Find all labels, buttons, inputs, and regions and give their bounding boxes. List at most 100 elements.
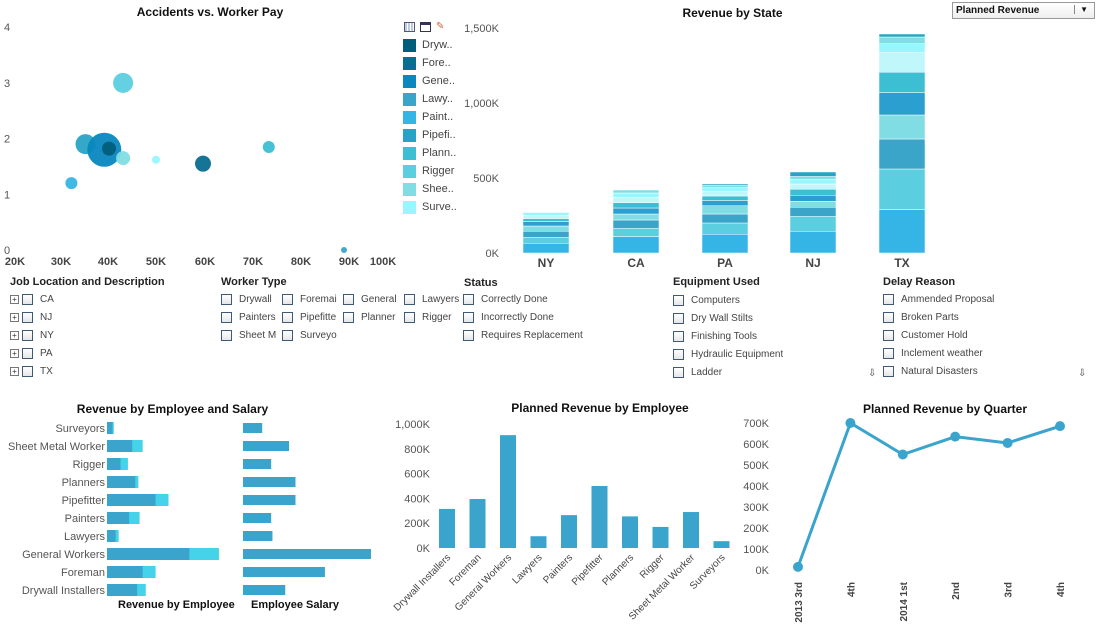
legend-item[interactable]: Gene.. — [403, 72, 457, 90]
filter-option-label: Customer Hold — [901, 329, 968, 341]
filter-option[interactable]: Computers — [673, 291, 740, 309]
legend-item[interactable]: Shee.. — [403, 180, 457, 198]
expand-icon[interactable]: + — [10, 330, 19, 340]
checkbox[interactable] — [282, 311, 293, 323]
filter-option[interactable]: Planner — [343, 308, 403, 326]
filter-option[interactable]: Incorrectly Done — [463, 308, 554, 326]
checkbox[interactable] — [673, 312, 684, 324]
checkbox[interactable] — [463, 329, 474, 341]
y-tick-label: 0K — [756, 565, 770, 577]
x-tick-label: 3rd — [1004, 582, 1015, 598]
legend-item[interactable]: Plann.. — [403, 144, 457, 162]
checkbox[interactable] — [883, 365, 894, 377]
filter-option[interactable]: Requires Replacement — [463, 326, 583, 344]
checkbox[interactable] — [221, 311, 232, 323]
checkbox[interactable] — [22, 329, 33, 341]
legend-item[interactable]: Surve.. — [403, 198, 457, 216]
checkbox[interactable] — [883, 329, 894, 341]
checkbox[interactable] — [404, 311, 415, 323]
legend-item[interactable]: Lawy.. — [403, 90, 457, 108]
filter-option[interactable]: Natural Disasters — [883, 362, 978, 380]
filter-option[interactable]: Foremai — [282, 290, 342, 308]
filter-option[interactable]: Hydraulic Equipment — [673, 345, 783, 363]
checkbox[interactable] — [883, 347, 894, 359]
salary-axis-label: Employee Salary — [251, 599, 340, 611]
checkbox[interactable] — [463, 311, 474, 323]
filter-option[interactable]: Painters — [221, 308, 281, 326]
checkbox[interactable] — [343, 293, 354, 305]
scatter-title: Accidents vs. Worker Pay — [136, 5, 284, 19]
legend-swatch — [403, 74, 416, 88]
checkbox[interactable] — [22, 347, 33, 359]
x-tick-label: 30K — [51, 256, 71, 268]
checkbox[interactable] — [22, 311, 33, 323]
category-label: Drywall Installers — [22, 585, 106, 597]
x-tick-label: 80K — [291, 256, 311, 268]
legend-item[interactable]: Dryw.. — [403, 36, 457, 54]
filter-option-label: Foremai — [300, 293, 337, 305]
checkbox[interactable] — [883, 293, 894, 305]
expand-icon[interactable]: + — [10, 312, 19, 322]
expand-icon[interactable]: + — [10, 294, 19, 304]
filter-option[interactable]: + NY — [10, 326, 54, 344]
legend-item[interactable]: Paint.. — [403, 108, 457, 126]
category-label: Surveyors — [55, 423, 105, 435]
bar-segment — [878, 209, 926, 254]
filter-option[interactable]: Rigger — [404, 308, 464, 326]
bar-segment — [701, 183, 749, 186]
scroll-down-icon[interactable]: ⇩ — [1078, 368, 1087, 379]
filter-option[interactable]: Dry Wall Stilts — [673, 309, 753, 327]
filter-option[interactable]: General — [343, 290, 403, 308]
checkbox[interactable] — [673, 294, 684, 306]
legend-item[interactable]: Pipefi.. — [403, 126, 457, 144]
checkbox[interactable] — [282, 293, 293, 305]
filter-option[interactable]: + TX — [10, 362, 53, 380]
bar-segment — [878, 168, 926, 210]
window-icon[interactable] — [420, 22, 431, 32]
filter-option[interactable]: Broken Parts — [883, 308, 959, 326]
checkbox[interactable] — [883, 311, 894, 323]
legend-label: Fore.. — [422, 57, 451, 69]
grid-icon[interactable] — [404, 22, 415, 32]
checkbox[interactable] — [673, 348, 684, 360]
checkbox[interactable] — [673, 366, 684, 378]
checkbox[interactable] — [673, 330, 684, 342]
checkbox[interactable] — [282, 329, 293, 341]
checkbox[interactable] — [404, 293, 415, 305]
checkbox[interactable] — [22, 365, 33, 377]
filter-option[interactable]: Surveyo — [282, 326, 342, 344]
y-tick-label: 600K — [743, 439, 769, 451]
filter-option[interactable]: + PA — [10, 344, 53, 362]
filter-option[interactable]: Sheet M — [221, 326, 281, 344]
filter-option[interactable]: + NJ — [10, 308, 52, 326]
legend-label: Rigger — [422, 165, 455, 177]
bar — [500, 435, 516, 548]
scroll-down-icon[interactable]: ⇩ — [868, 368, 877, 379]
checkbox[interactable] — [463, 293, 474, 305]
filter-option[interactable]: + CA — [10, 290, 54, 308]
revenue-type-dropdown[interactable]: Planned Revenue ▼ — [952, 2, 1095, 19]
filter-option[interactable]: Lawyers — [404, 290, 464, 308]
pencil-icon[interactable]: ✎ — [436, 21, 445, 32]
legend-item[interactable]: Fore.. — [403, 54, 457, 72]
filter-option[interactable]: Ladder — [673, 363, 722, 381]
checkbox[interactable] — [22, 293, 33, 305]
checkbox[interactable] — [221, 293, 232, 305]
expand-icon[interactable]: + — [10, 348, 19, 358]
scatter-point — [195, 155, 211, 172]
checkbox[interactable] — [343, 311, 354, 323]
checkbox[interactable] — [221, 329, 232, 341]
filter-option[interactable]: Inclement weather — [883, 344, 983, 362]
x-tick-label: 60K — [195, 256, 215, 268]
filter-option[interactable]: Ammended Proposal — [883, 290, 994, 308]
filter-option[interactable]: Customer Hold — [883, 326, 968, 344]
filter-option[interactable]: Drywall — [221, 290, 281, 308]
state-title: Revenue by State — [682, 6, 783, 20]
filter-title-location: Job Location and Description — [10, 276, 165, 288]
x-tick-label: 50K — [146, 256, 166, 268]
legend-item[interactable]: Rigger — [403, 162, 457, 180]
filter-option[interactable]: Pipefitte — [282, 308, 342, 326]
expand-icon[interactable]: + — [10, 366, 19, 376]
filter-option[interactable]: Correctly Done — [463, 290, 548, 308]
filter-option[interactable]: Finishing Tools — [673, 327, 757, 345]
